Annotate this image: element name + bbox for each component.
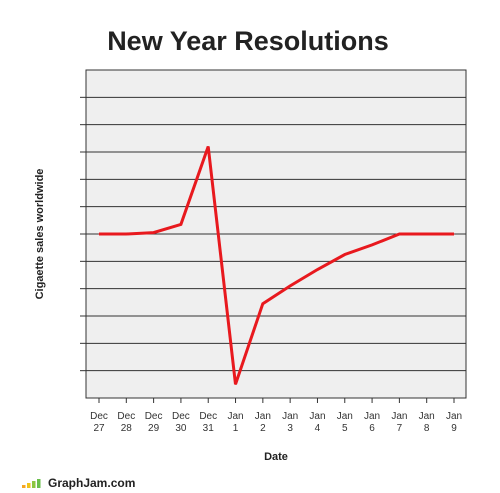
x-tick-label-month: Dec xyxy=(172,411,190,422)
data-point xyxy=(235,383,237,385)
x-tick-label-month: Jan xyxy=(282,411,298,422)
data-point xyxy=(207,146,209,148)
x-tick-label: Jan 3 xyxy=(282,411,298,434)
x-tick-label-month: Jan xyxy=(337,411,353,422)
data-point xyxy=(180,223,182,225)
watermark-logo-bars-icon xyxy=(22,479,41,488)
watermark-bar xyxy=(37,479,41,488)
x-axis-label: Date xyxy=(264,451,288,463)
x-tick-label-month: Dec xyxy=(199,411,217,422)
chart-title: New Year Resolutions xyxy=(107,26,389,56)
x-tick-label: Dec 27 xyxy=(90,411,108,434)
y-axis-ticks xyxy=(80,96,86,372)
watermark-bar xyxy=(27,483,31,488)
data-point xyxy=(98,233,100,235)
watermark-text: GraphJam.com xyxy=(48,476,135,490)
x-tick-label-day: 27 xyxy=(93,423,105,434)
data-point xyxy=(426,233,428,235)
x-tick-label-month: Jan xyxy=(309,411,325,422)
x-tick-label-month: Jan xyxy=(446,411,462,422)
x-tick-label-day: 5 xyxy=(342,423,348,434)
data-point xyxy=(153,232,155,234)
data-point xyxy=(371,244,373,246)
x-tick-label: Jan 2 xyxy=(255,411,271,434)
x-tick-label-day: 2 xyxy=(260,423,266,434)
data-point xyxy=(289,285,291,287)
data-point xyxy=(262,303,264,305)
x-tick-label: Jan 8 xyxy=(419,411,435,434)
x-tick-label-day: 29 xyxy=(148,423,160,434)
data-point xyxy=(125,233,127,235)
x-tick-label: Dec 29 xyxy=(145,411,163,434)
x-tick-label-month: Jan xyxy=(364,411,380,422)
x-tick-label-day: 4 xyxy=(315,423,321,434)
x-tick-label: Jan 7 xyxy=(391,411,407,434)
x-tick-label-day: 9 xyxy=(451,423,457,434)
x-tick-label-day: 28 xyxy=(121,423,133,434)
x-tick-label-month: Dec xyxy=(90,411,108,422)
x-tick-label-day: 8 xyxy=(424,423,430,434)
x-tick-label: Dec 31 xyxy=(199,411,217,434)
x-tick-label-month: Dec xyxy=(145,411,163,422)
x-tick-label: Jan 9 xyxy=(446,411,462,434)
watermark: GraphJam.com xyxy=(22,476,135,490)
x-tick-label-day: 31 xyxy=(203,423,215,434)
x-tick-label: Dec 28 xyxy=(117,411,135,434)
x-tick-label: Jan 4 xyxy=(309,411,325,434)
x-tick-label: Dec 30 xyxy=(172,411,190,434)
x-axis-ticks xyxy=(98,398,455,403)
x-tick-label-day: 6 xyxy=(369,423,375,434)
watermark-bar xyxy=(32,481,36,488)
data-point xyxy=(453,233,455,235)
x-tick-label-day: 1 xyxy=(233,423,239,434)
watermark-bar xyxy=(22,485,26,488)
x-tick-label-day: 3 xyxy=(287,423,293,434)
data-point xyxy=(398,233,400,235)
x-tick-label-month: Jan xyxy=(419,411,435,422)
data-point xyxy=(316,269,318,271)
x-tick-label-day: 7 xyxy=(397,423,403,434)
data-point xyxy=(344,254,346,255)
series-line-group xyxy=(98,146,455,385)
x-tick-label: Jan 5 xyxy=(337,411,353,434)
x-tick-label-month: Dec xyxy=(117,411,135,422)
x-tick-label-month: Jan xyxy=(391,411,407,422)
x-tick-label: Jan 6 xyxy=(364,411,380,434)
x-tick-label-month: Jan xyxy=(227,411,243,422)
x-tick-label: Jan 1 xyxy=(227,411,243,434)
y-axis-label: Cigaette sales worldwide xyxy=(34,169,46,300)
x-tick-label-day: 30 xyxy=(175,423,187,434)
x-tick-label-month: Jan xyxy=(255,411,271,422)
series-line xyxy=(99,146,454,385)
